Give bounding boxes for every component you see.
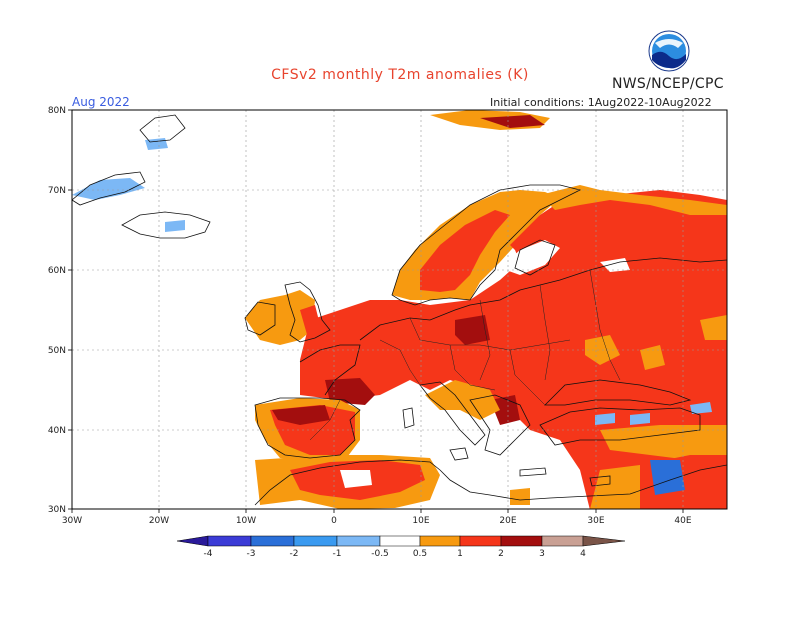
border-line: [449, 344, 496, 391]
noaa-logo-icon: [648, 30, 690, 72]
lon-label: 30E: [587, 516, 604, 526]
colorbar-label: 1: [457, 549, 463, 559]
coastlines: [72, 114, 727, 506]
coast-black-sea: [544, 379, 692, 406]
colorbar-label: 3: [539, 549, 545, 559]
anomaly-region: [72, 178, 145, 200]
colorbar-label: -3: [247, 549, 256, 559]
anomaly-region: [245, 290, 315, 345]
coast-cyprus: [589, 475, 611, 487]
colorbar-swatch: [582, 535, 626, 547]
coast-france: [299, 344, 361, 396]
lon-label: 20W: [149, 516, 169, 526]
map-frame: [71, 109, 728, 510]
border-line: [509, 349, 546, 406]
anomaly-shading: [72, 110, 727, 509]
coast-greenland: [72, 171, 146, 206]
coast-sicily: [449, 447, 469, 461]
anomaly-region: [540, 185, 727, 215]
colorbar-label: -0.5: [371, 549, 389, 559]
forecast-month: Aug 2022: [72, 95, 130, 109]
coast-africa: [254, 459, 727, 506]
lon-label: 10E: [412, 516, 429, 526]
border-line: [309, 399, 341, 441]
lon-label: 40E: [674, 516, 691, 526]
border-line: [589, 269, 621, 381]
lon-label: 20E: [499, 516, 516, 526]
axis-ticks: [68, 109, 684, 513]
border-line: [539, 284, 551, 381]
anomaly-region: [340, 470, 372, 488]
anomaly-region: [325, 378, 375, 405]
anomaly-region: [630, 413, 650, 425]
colorbar-label: -1: [333, 549, 342, 559]
graticule: [72, 110, 727, 509]
anomaly-region: [272, 405, 330, 425]
border-line: [479, 299, 491, 381]
colorbar-swatch: [459, 535, 502, 547]
lat-label: 50N: [48, 346, 66, 356]
lat-label: 30N: [48, 505, 66, 515]
anomaly-region: [455, 315, 490, 345]
anomaly-region: [600, 425, 727, 460]
coast-continent: [359, 257, 727, 341]
colorbar-swatch: [336, 535, 381, 547]
anomaly-region: [650, 460, 685, 495]
colorbar-label: 2: [498, 549, 504, 559]
coast-iceland: [121, 211, 211, 239]
anomaly-region: [425, 380, 500, 420]
colorbar-label: -2: [290, 549, 299, 559]
colorbar-swatch: [207, 535, 252, 547]
coast-iberia: [254, 397, 361, 459]
anomaly-region: [690, 402, 712, 414]
map-content: [72, 110, 727, 509]
coast-turkey: [539, 407, 701, 446]
border-line: [379, 339, 421, 386]
coast-svalbard: [139, 114, 186, 143]
anomaly-region: [420, 210, 510, 292]
country-borders: [309, 269, 621, 441]
anomaly-region: [510, 488, 530, 505]
anomaly-region: [490, 395, 520, 425]
colorbar-swatch: [250, 535, 295, 547]
anomaly-region: [300, 305, 360, 345]
coast-crete: [519, 467, 547, 477]
border-line: [409, 317, 571, 351]
colorbar: -4 -3 -2 -1 -0.5 0.5 1 2 3 4: [176, 535, 626, 559]
colorbar-label: 4: [580, 549, 586, 559]
lat-label: 80N: [48, 106, 66, 116]
coast-uk: [284, 281, 331, 343]
coast-balkans: [469, 394, 531, 456]
anomaly-region: [595, 413, 615, 425]
lat-label: 60N: [48, 266, 66, 276]
anomaly-region: [640, 345, 665, 370]
coast-italy: [419, 381, 486, 446]
coast-scandinavia: [391, 184, 582, 306]
anomaly-region: [500, 240, 560, 275]
agency-label: NWS/NCEP/CPC: [612, 76, 724, 92]
colorbar-label: 0.5: [413, 549, 427, 559]
coast-ireland: [244, 301, 276, 336]
colorbar-swatch: [500, 535, 543, 547]
anomaly-region: [700, 315, 727, 340]
colorbar-swatch: [379, 535, 421, 547]
coast-sardinia: [402, 407, 415, 429]
colorbar-swatch: [541, 535, 584, 547]
anomaly-region: [480, 115, 545, 128]
coast-finland: [514, 239, 556, 276]
lon-label: 30W: [62, 516, 82, 526]
colorbar-swatch: [293, 535, 338, 547]
colorbar-swatch: [419, 535, 461, 547]
lon-label: 0: [331, 516, 337, 526]
anomaly-region: [165, 220, 185, 232]
lat-label: 40N: [48, 426, 66, 436]
lon-label: 10W: [236, 516, 256, 526]
colorbar-swatch: [176, 535, 209, 547]
map-title: CFSv2 monthly T2m anomalies (K): [271, 67, 529, 83]
colorbar-label: -4: [204, 549, 213, 559]
anomaly-region: [590, 465, 640, 509]
initial-conditions: Initial conditions: 1Aug2022-10Aug2022: [490, 96, 712, 109]
lat-label: 70N: [48, 186, 66, 196]
